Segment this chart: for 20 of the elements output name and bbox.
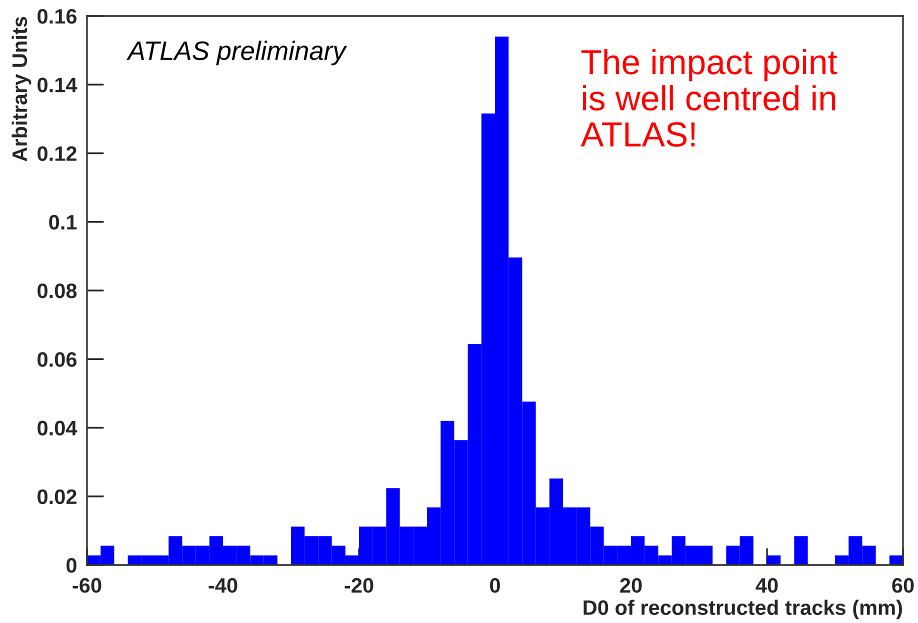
y-tick-label: 0.02 xyxy=(38,489,76,504)
x-tick-label: 20 xyxy=(620,578,642,593)
x-tick-label: 0 xyxy=(490,578,500,593)
y-tick-label: 0.08 xyxy=(38,284,77,298)
x-tick-label: -20 xyxy=(344,578,374,593)
y-tick-label: 0 xyxy=(66,558,76,573)
x-axis-title: D0 of reconstructed tracks (mm) xyxy=(584,600,902,620)
x-tick-label: 40 xyxy=(756,578,778,593)
y-tick-label: 0.16 xyxy=(38,9,77,24)
y-tick-label: 0.04 xyxy=(38,420,78,436)
x-tick-label: 60 xyxy=(892,578,914,593)
y-tick-label: 0.14 xyxy=(38,78,78,92)
x-tick-label: -60 xyxy=(72,578,102,593)
y-tick-label: 0.06 xyxy=(38,352,77,367)
y-tick-label: 0.1 xyxy=(49,214,77,230)
annotation: ATLAS preliminary xyxy=(126,40,348,66)
y-axis-title: Arbitrary Units xyxy=(12,16,32,162)
x-tick-label: -40 xyxy=(208,578,238,593)
y-tick-label: 0.12 xyxy=(38,146,76,162)
annotation: The impact point is well centred in ATLAS! xyxy=(580,48,838,147)
